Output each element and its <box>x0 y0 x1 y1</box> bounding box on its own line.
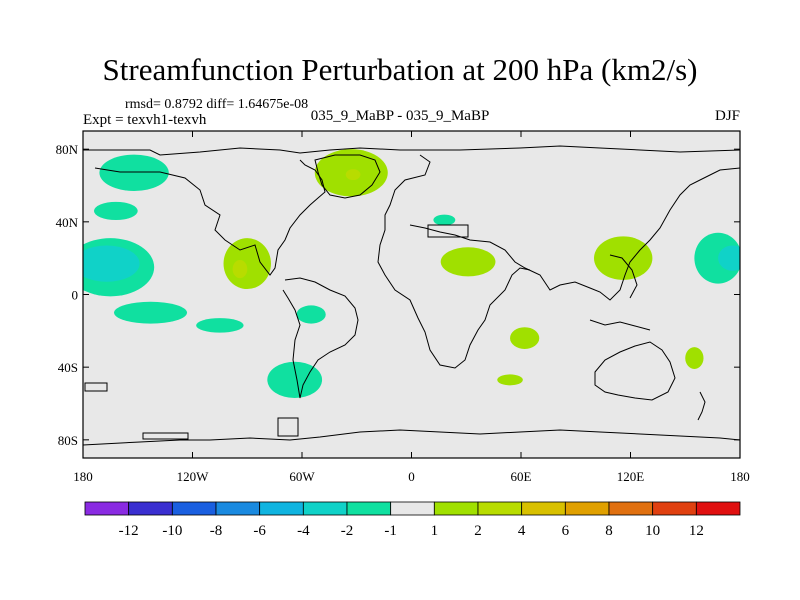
colorbar-label: -6 <box>253 523 266 539</box>
colorbar-swatch <box>128 501 173 516</box>
anomaly-region <box>223 238 271 290</box>
colorbar-label: 10 <box>645 523 660 539</box>
colorbar-swatch <box>259 501 304 516</box>
x-tick-label: 180 <box>73 469 93 484</box>
colorbar-label: 6 <box>562 523 570 539</box>
colorbar-swatch <box>477 501 523 516</box>
anomaly-region <box>510 327 540 349</box>
colorbar-swatch <box>302 501 348 516</box>
x-tick-label: 180 <box>730 469 750 484</box>
colorbar-swatch <box>215 501 261 516</box>
colorbar-swatch <box>433 501 479 516</box>
island-shape <box>427 224 469 238</box>
island-shape <box>277 417 299 437</box>
anomaly-region <box>685 347 704 369</box>
y-tick-label: 80N <box>56 142 79 157</box>
colorbar-swatch <box>390 501 435 516</box>
coastline-indonesia <box>589 319 651 331</box>
colorbar-swatch <box>564 501 610 516</box>
colorbar-label: 4 <box>518 523 526 539</box>
island-shape <box>84 382 108 392</box>
coastline-new-zealand <box>697 391 706 421</box>
coastline-east-asia <box>609 254 638 299</box>
colorbar-label: -8 <box>210 523 223 539</box>
x-tick-label: 120E <box>617 469 645 484</box>
coastline-arctic <box>83 145 740 156</box>
colorbar-label: -12 <box>119 523 139 539</box>
colorbar-label: 1 <box>431 523 439 539</box>
colorbar-label: -4 <box>297 523 310 539</box>
map-background <box>83 131 740 458</box>
coastline-greenland <box>314 154 381 199</box>
x-tick-label: 60E <box>511 469 532 484</box>
coastline-south-america <box>282 277 359 399</box>
anomaly-region <box>267 361 323 399</box>
y-tick-label: 80S <box>58 433 78 448</box>
coastline-north-america <box>94 159 326 276</box>
x-tick-label: 60W <box>289 469 315 484</box>
colorbar-swatch <box>346 501 392 516</box>
y-tick-label: 40N <box>56 215 79 230</box>
island-shape <box>142 432 189 440</box>
colorbar-label: -1 <box>384 523 397 539</box>
chart-title: Streamfunction Perturbation at 200 hPa (… <box>102 52 698 87</box>
colorbar-swatch <box>84 501 130 516</box>
anomaly-region <box>718 245 740 271</box>
coastline-mediterranean <box>409 167 740 301</box>
anomaly-region <box>440 247 496 277</box>
x-tick-label: 120W <box>177 469 210 484</box>
anomaly-region <box>93 201 138 221</box>
y-tick-label: 0 <box>72 288 79 303</box>
anomaly-region <box>196 318 244 333</box>
season-label: DJF <box>714 108 740 124</box>
coastline-australia <box>594 341 676 401</box>
anomaly-region <box>433 214 456 226</box>
anomaly-region <box>497 374 523 386</box>
anomaly-region <box>114 301 188 324</box>
stats-text: rmsd= 0.8792 diff= 1.64675e-08 <box>125 97 309 112</box>
coastline-antarctica <box>83 429 740 446</box>
anomaly-region <box>296 305 326 324</box>
colorbar-label: -2 <box>341 523 354 539</box>
anomaly-region <box>232 259 248 279</box>
colorbar-label: 2 <box>474 523 482 539</box>
anomaly-region <box>345 169 361 181</box>
colorbar-swatch <box>171 501 217 516</box>
colorbar-label: 8 <box>605 523 613 539</box>
colorbar-label: 12 <box>689 523 704 539</box>
anomaly-region <box>694 232 740 284</box>
colorbar-swatch <box>608 501 654 516</box>
case-text: 035_9_MaBP - 035_9_MaBP <box>310 108 490 124</box>
y-tick-label: 40S <box>58 360 78 375</box>
coastline-europe-africa <box>377 154 531 369</box>
anomaly-region <box>83 245 140 282</box>
colorbar-swatch <box>695 501 741 516</box>
colorbar-swatch <box>652 501 697 516</box>
colorbar-label: -10 <box>162 523 182 539</box>
experiment-text: Expt = texvh1-texvh <box>83 112 207 128</box>
anomaly-region <box>594 236 653 280</box>
colorbar-swatch <box>521 501 566 516</box>
anomaly-region <box>99 154 169 191</box>
x-tick-label: 0 <box>408 469 415 484</box>
